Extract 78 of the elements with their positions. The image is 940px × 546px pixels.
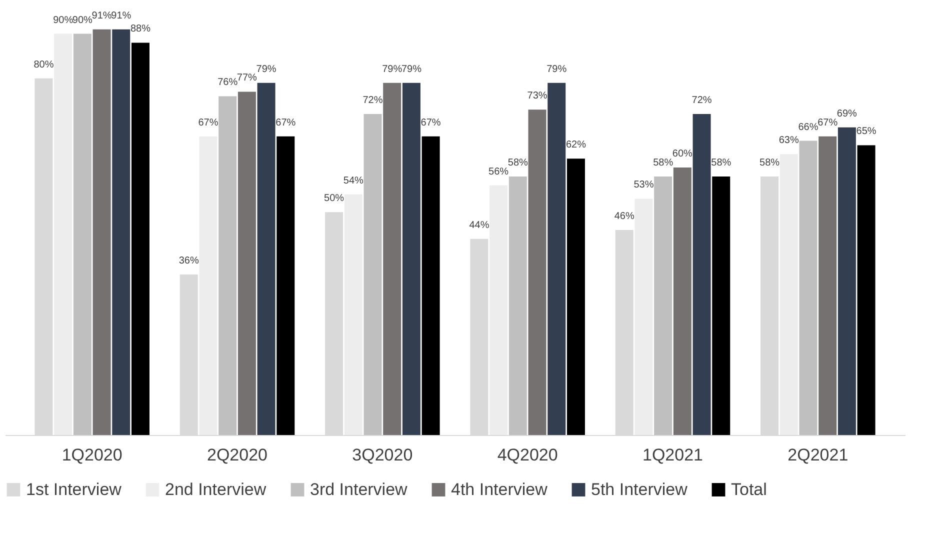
data-label: 53% — [634, 180, 654, 191]
bar — [528, 110, 546, 435]
bar — [692, 114, 711, 435]
data-label: 80% — [34, 59, 54, 70]
bar — [654, 176, 672, 435]
x-tick-label: 2Q2021 — [788, 446, 848, 464]
bar — [548, 82, 566, 435]
bar — [344, 194, 362, 435]
data-label: 58% — [508, 157, 528, 168]
legend-label: 3rd Interview — [310, 480, 408, 499]
data-label: 73% — [527, 90, 548, 102]
legend-label: 2nd Interview — [165, 480, 267, 499]
data-label: 67% — [276, 117, 296, 128]
bar — [673, 168, 692, 435]
data-label: 91% — [111, 10, 132, 22]
data-label: 58% — [711, 157, 732, 168]
bar — [218, 96, 237, 435]
bar — [402, 82, 420, 435]
data-label: 50% — [324, 193, 344, 204]
bar — [54, 34, 72, 435]
bar — [712, 176, 730, 435]
data-label: 77% — [236, 72, 258, 84]
bar — [818, 136, 837, 435]
data-label: 65% — [856, 126, 876, 138]
data-label: 79% — [546, 64, 567, 75]
data-label: 66% — [798, 122, 818, 133]
legend-label: 4th Interview — [451, 480, 548, 499]
data-label: 79% — [401, 64, 422, 75]
data-label: 67% — [198, 117, 218, 128]
bar — [838, 127, 856, 435]
bar — [383, 82, 402, 435]
data-label: 63% — [778, 135, 799, 146]
bar — [112, 29, 130, 435]
legend-label: 5th Interview — [591, 480, 688, 499]
bar — [73, 34, 92, 435]
bar — [131, 42, 150, 435]
x-tick-label: 1Q2020 — [62, 446, 122, 464]
data-label: 36% — [178, 256, 199, 267]
x-tick-label: 2Q2020 — [207, 446, 268, 464]
data-label: 90% — [72, 14, 93, 26]
data-label: 67% — [818, 117, 838, 128]
data-label: 44% — [469, 220, 490, 231]
data-label: 54% — [343, 175, 364, 186]
x-tick-label: 1Q2021 — [642, 446, 703, 464]
data-label: 79% — [256, 64, 276, 75]
data-label: 91% — [92, 10, 112, 22]
data-label: 76% — [218, 77, 238, 88]
legend-label: 1st Interview — [26, 480, 122, 499]
data-label: 67% — [420, 117, 441, 128]
bar — [92, 29, 111, 435]
bar — [799, 140, 818, 435]
x-tick-label: 4Q2020 — [497, 446, 558, 464]
bar — [634, 198, 653, 435]
bar — [857, 145, 876, 435]
data-label: 46% — [614, 210, 634, 222]
bar — [490, 185, 508, 435]
bar — [566, 158, 585, 435]
data-label: 90% — [53, 14, 74, 26]
data-label: 72% — [362, 95, 383, 106]
bar — [238, 92, 256, 435]
data-label: 60% — [672, 148, 693, 160]
data-label: 88% — [130, 24, 151, 35]
data-label: 56% — [488, 166, 509, 178]
x-tick-label: 3Q2020 — [352, 446, 413, 464]
data-label: 69% — [836, 108, 858, 120]
data-label: 79% — [382, 64, 402, 75]
bar — [276, 136, 295, 435]
bar — [364, 114, 382, 435]
bar — [780, 154, 798, 435]
bar — [508, 176, 527, 435]
bar — [199, 136, 218, 435]
bar — [422, 136, 440, 435]
data-label: 58% — [653, 157, 674, 168]
bar — [257, 82, 276, 435]
legend-label: Total — [731, 480, 767, 499]
data-label: 58% — [760, 157, 780, 168]
data-label: 72% — [692, 95, 712, 106]
data-label: 62% — [566, 140, 586, 151]
